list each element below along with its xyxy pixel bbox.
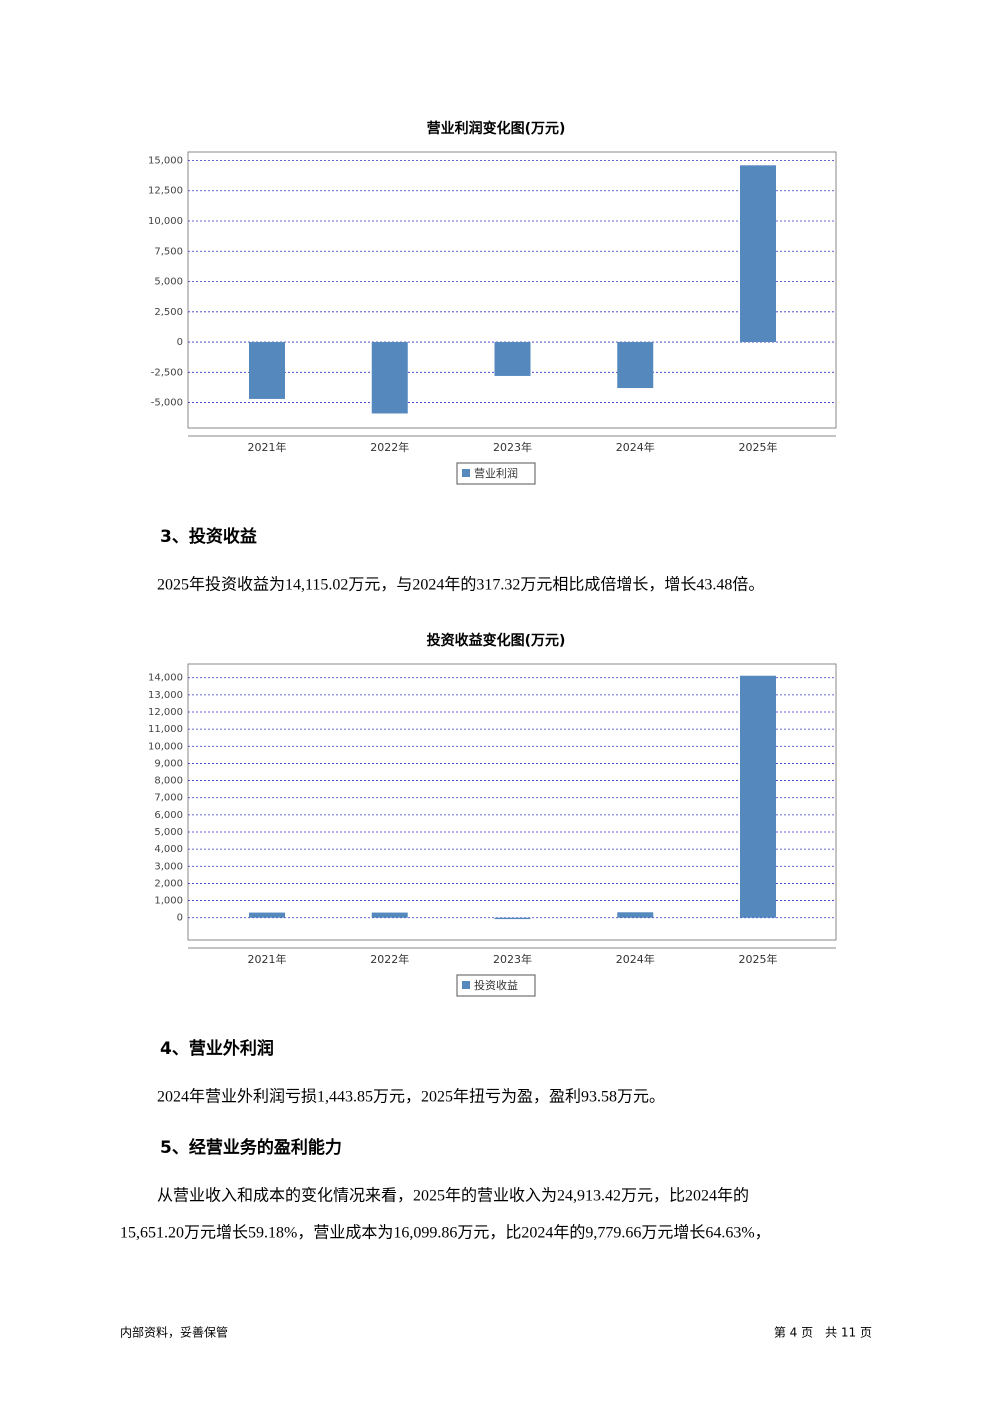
section-heading: 5、经营业务的盈利能力 — [160, 1137, 342, 1158]
y-tick-label: 2,000 — [154, 878, 183, 889]
x-tick-label: 2022年 — [370, 952, 409, 966]
bar — [494, 342, 531, 376]
paragraph: 15,651.20万元增长59.18%，营业成本为16,099.86万元，比20… — [120, 1224, 771, 1242]
y-tick-label: 8,000 — [154, 776, 183, 787]
plot-area — [187, 151, 837, 429]
footer-left: 内部资料，妥善保管 — [120, 1325, 228, 1340]
legend-box — [456, 974, 536, 997]
bar — [740, 165, 776, 343]
bar — [371, 342, 408, 414]
y-tick-label: 0 — [177, 337, 183, 348]
x-tick-label: 2024年 — [616, 440, 655, 454]
x-tick-label: 2021年 — [248, 952, 287, 966]
legend-label: 营业利润 — [474, 466, 518, 480]
y-tick-label: 11,000 — [148, 724, 183, 735]
y-tick-label: 1,000 — [154, 896, 183, 907]
y-tick-label: 12,000 — [148, 707, 183, 718]
plot-area — [187, 663, 837, 941]
y-tick-label: 3,000 — [154, 861, 183, 872]
x-tick-label: 2023年 — [493, 440, 532, 454]
bar — [740, 675, 776, 918]
bar — [249, 342, 285, 399]
bar — [617, 912, 654, 918]
x-tick-label: 2025年 — [739, 440, 778, 454]
y-tick-label: 6,000 — [154, 810, 183, 821]
x-tick-label: 2021年 — [248, 440, 287, 454]
chart-title: 营业利润变化图(万元) — [427, 120, 566, 137]
paragraph: 从营业收入和成本的变化情况来看，2025年的营业收入为24,913.42万元，比… — [157, 1187, 749, 1205]
y-tick-label: 13,000 — [148, 690, 183, 701]
x-tick-label: 2025年 — [739, 952, 778, 966]
y-tick-label: 14,000 — [148, 673, 183, 684]
legend-swatch — [462, 981, 470, 989]
bar — [249, 912, 285, 918]
y-tick-label: 7,000 — [154, 793, 183, 804]
paragraph: 2025年投资收益为14,115.02万元，与2024年的317.32万元相比成… — [157, 576, 764, 594]
x-tick-label: 2023年 — [493, 952, 532, 966]
y-tick-label: -5,000 — [151, 398, 183, 409]
footer-right: 第 4 页 共 11 页 — [774, 1326, 872, 1340]
y-tick-label: 5,000 — [154, 827, 183, 838]
x-tick-label: 2022年 — [370, 440, 409, 454]
bar — [617, 342, 654, 389]
y-tick-label: -2,500 — [151, 367, 183, 378]
paragraph: 2024年营业外利润亏损1,443.85万元，2025年扭亏为盈，盈利93.58… — [157, 1088, 665, 1106]
section-heading: 3、投资收益 — [160, 526, 257, 547]
legend-label: 投资收益 — [474, 978, 518, 992]
x-tick-label: 2024年 — [616, 952, 655, 966]
chart-title: 投资收益变化图(万元) — [427, 632, 566, 649]
y-tick-label: 2,500 — [154, 307, 183, 318]
bar — [371, 912, 408, 918]
y-tick-label: 5,000 — [154, 277, 183, 288]
y-tick-label: 0 — [177, 913, 183, 924]
y-tick-label: 10,000 — [148, 741, 183, 752]
y-tick-label: 12,500 — [148, 186, 183, 197]
y-tick-label: 4,000 — [154, 844, 183, 855]
bar — [494, 917, 531, 920]
y-tick-label: 10,000 — [148, 216, 183, 227]
legend-box — [456, 462, 536, 485]
y-tick-label: 15,000 — [148, 155, 183, 166]
y-tick-label: 9,000 — [154, 758, 183, 769]
y-tick-label: 7,500 — [154, 246, 183, 257]
section-heading: 4、营业外利润 — [160, 1038, 274, 1059]
legend-swatch — [462, 469, 470, 477]
